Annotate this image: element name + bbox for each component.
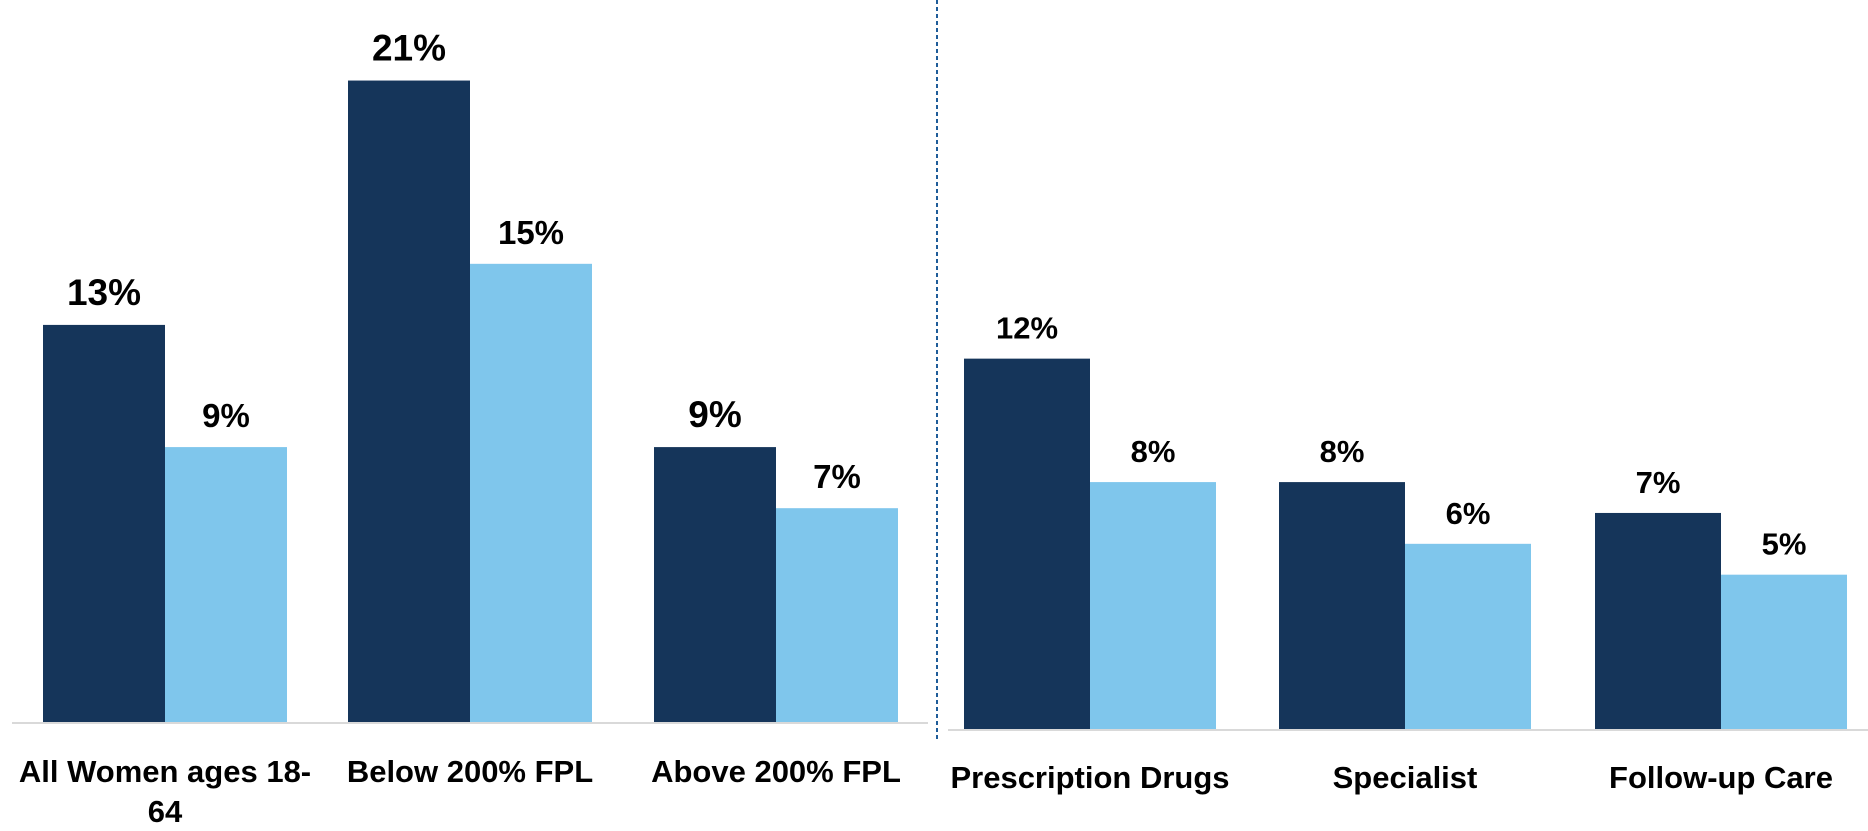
data-label: 7% xyxy=(1636,465,1681,500)
bar-secondary-0 xyxy=(165,447,287,722)
category-label: Specialist xyxy=(1333,760,1478,795)
data-label: 15% xyxy=(498,214,564,251)
category-label: Prescription Drugs xyxy=(950,760,1229,795)
category-label: All Women ages 18-64 xyxy=(19,754,311,829)
bar-secondary-2 xyxy=(776,508,898,722)
bar-primary-2 xyxy=(654,447,776,722)
bar-primary-3 xyxy=(964,358,1090,729)
data-label: 6% xyxy=(1446,496,1491,531)
bar-secondary-4 xyxy=(1405,543,1531,729)
data-label: 5% xyxy=(1762,527,1807,562)
bar-primary-1 xyxy=(348,80,470,722)
data-label: 13% xyxy=(67,272,141,313)
category-label: Below 200% FPL xyxy=(347,754,593,789)
category-label: Above 200% FPL xyxy=(651,754,901,789)
bar-secondary-1 xyxy=(470,263,592,722)
data-label: 8% xyxy=(1320,434,1365,469)
data-label: 9% xyxy=(688,394,741,435)
data-label: 8% xyxy=(1131,434,1176,469)
data-label: 9% xyxy=(202,397,250,434)
data-label: 7% xyxy=(813,458,861,495)
bar-secondary-3 xyxy=(1090,482,1216,729)
bar-primary-5 xyxy=(1595,512,1721,729)
data-label: 12% xyxy=(996,311,1058,346)
chart-panel-right: 12% 8% Prescription Drugs 8% 6% Specialist 7% 5… xyxy=(948,311,1868,795)
bar-secondary-5 xyxy=(1721,574,1847,729)
bar-primary-0 xyxy=(43,324,165,722)
bar-primary-4 xyxy=(1279,482,1405,729)
data-label: 21% xyxy=(372,28,446,69)
chart-panel-left: 13% 9% All Women ages 18-64 21% 15% Below 200… xyxy=(12,28,928,829)
category-label: Follow-up Care xyxy=(1609,760,1833,795)
